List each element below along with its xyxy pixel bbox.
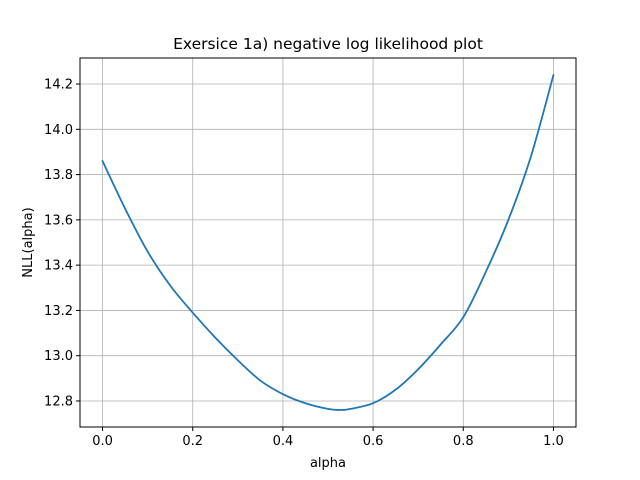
nll-curve bbox=[101, 74, 555, 411]
x-tick-label: 0.2 bbox=[182, 434, 203, 449]
grid bbox=[80, 58, 576, 427]
y-tick-label: 14.0 bbox=[44, 123, 73, 138]
x-tick-label: 1.0 bbox=[543, 434, 564, 449]
plot-frame bbox=[79, 57, 577, 428]
x-tick-label: 0.8 bbox=[453, 434, 474, 449]
x-tick-label: 0.4 bbox=[273, 434, 294, 449]
y-tick-label: 14.2 bbox=[44, 78, 73, 93]
y-tick-label: 13.6 bbox=[44, 213, 73, 228]
y-tick-label: 12.8 bbox=[44, 394, 73, 409]
x-tick-label: 0.0 bbox=[92, 434, 113, 449]
x-axis-label: alpha bbox=[310, 456, 346, 471]
y-tick-label: 13.4 bbox=[44, 259, 73, 274]
y-tick-label: 13.8 bbox=[44, 168, 73, 183]
x-tick-label: 0.6 bbox=[363, 434, 384, 449]
chart-title: Exersice 1a) negative log likelihood plo… bbox=[173, 35, 483, 53]
y-axis-label: NLL(alpha) bbox=[21, 207, 36, 277]
series-layer bbox=[101, 74, 555, 411]
ticks: 0.0 0.2 0.4 0.6 0.8 1.0 12.8 13.0 13.2 13.4 13.6 13… bbox=[44, 78, 564, 449]
y-tick-label: 13.0 bbox=[44, 349, 73, 364]
y-tick-label: 13.2 bbox=[44, 304, 73, 319]
